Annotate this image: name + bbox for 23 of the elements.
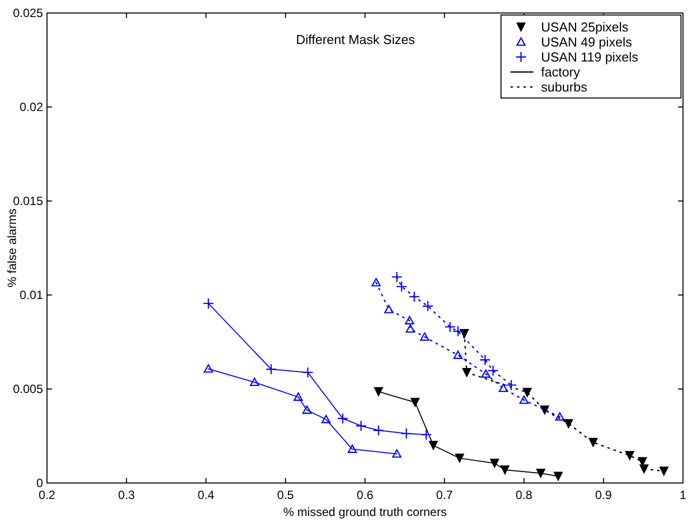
x-tick-label: 0.7: [436, 488, 454, 502]
y-tick-label: 0.01: [20, 288, 44, 302]
x-tick-label: 0.3: [118, 488, 136, 502]
legend-label: USAN 25pixels: [541, 20, 629, 34]
x-tick-label: 0.2: [38, 488, 56, 502]
x-tick-label: 0.9: [595, 488, 612, 502]
x-tick-label: 0.4: [198, 488, 215, 502]
y-tick-label: 0.02: [20, 100, 44, 114]
annotation: factory: [541, 64, 581, 80]
legend-label: USAN 119 pixels: [541, 50, 639, 64]
annotation: suburbs: [541, 80, 588, 94]
x-tick-label: 0.5: [277, 488, 294, 502]
x-tick-label: 0.6: [356, 488, 374, 502]
legend-label: USAN 49 pixels: [541, 34, 633, 50]
y-tick-label: 0: [36, 476, 44, 490]
y-tick-label: 0.025: [12, 6, 44, 20]
y-tick-label: 0.005: [12, 382, 44, 396]
text: Different Mask Sizes: [296, 32, 416, 47]
x-tick-label: 0.8: [516, 488, 533, 502]
y-axis-title: % false alarms: [5, 208, 19, 288]
x-axis-title: % missed ground truth corners: [283, 505, 447, 519]
y-tick-label: 0.015: [12, 194, 44, 208]
x-tick-label: 1: [680, 488, 687, 502]
